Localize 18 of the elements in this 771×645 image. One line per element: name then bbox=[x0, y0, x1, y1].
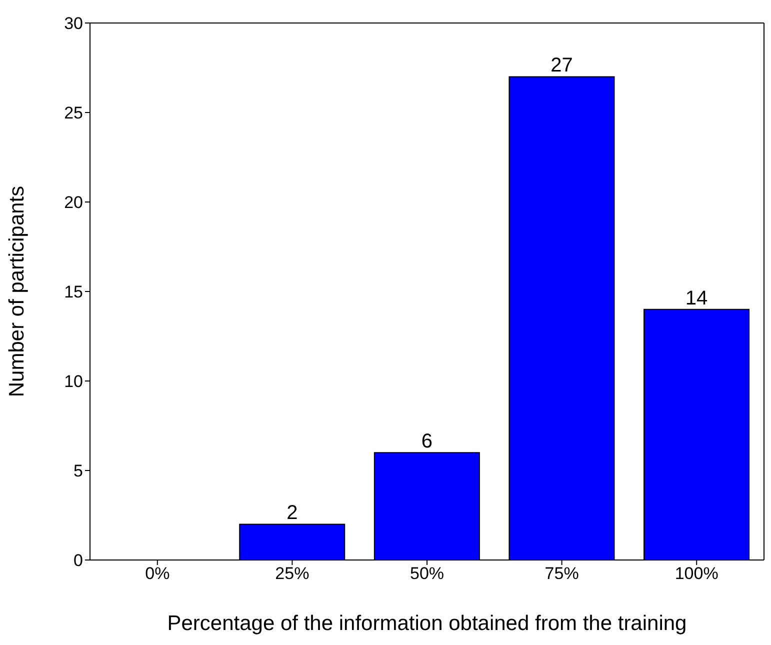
x-tick-label: 100% bbox=[674, 564, 718, 584]
data-label: 27 bbox=[550, 54, 573, 77]
y-tick-label: 20 bbox=[64, 193, 83, 212]
data-label: 6 bbox=[421, 430, 432, 453]
x-tick-label: 25% bbox=[275, 564, 310, 584]
y-tick-label: 30 bbox=[64, 14, 83, 34]
data-label: 2 bbox=[286, 502, 298, 524]
x-tick-label: 50% bbox=[410, 564, 444, 584]
y-tick-label: 10 bbox=[64, 372, 83, 392]
data-label: 14 bbox=[685, 287, 708, 310]
x-tick-label: 75% bbox=[544, 564, 579, 584]
x-tick-label: 0% bbox=[145, 564, 170, 584]
x-axis-title: Percentage of the information obtained from the training bbox=[167, 612, 687, 635]
y-tick-label: 5 bbox=[74, 462, 83, 481]
y-tick-label: 15 bbox=[64, 282, 83, 302]
y-tick-label: 0 bbox=[74, 551, 83, 570]
y-axis-title: Number of participants bbox=[5, 186, 28, 398]
y-tick-label: 25 bbox=[64, 104, 83, 123]
